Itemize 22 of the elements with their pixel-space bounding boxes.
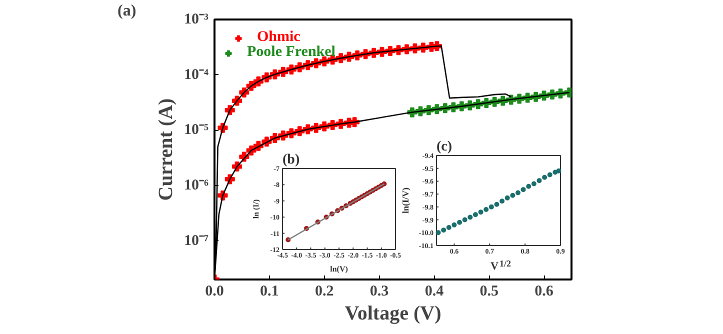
chart-title: (c) [436, 140, 452, 154]
chart-title: (a) [118, 2, 136, 20]
chart-title: (b) [282, 152, 300, 168]
x-tick-label: 0.1 [260, 284, 279, 300]
y-axis-title: ln (I/) [252, 198, 260, 219]
legend-label: Ohmic [257, 29, 300, 46]
y-axis-title: Current (A) [155, 98, 178, 201]
y-tick-label: 10⁻⁶ [184, 177, 210, 194]
y-tick-label: 10⁻⁴ [184, 66, 210, 83]
x-tick-label: 0.2 [314, 284, 334, 300]
y-axis-title: ln(I/V) [400, 187, 410, 214]
x-tick-label: 0.6 [534, 284, 554, 300]
y-tick-label: 10⁻⁵ [184, 122, 210, 138]
x-axis-title: ln(V) [330, 264, 348, 274]
x-tick-label: 0.3 [370, 284, 389, 300]
x-tick-label: 0.0 [205, 284, 224, 300]
x-axis-title: Voltage (V) [344, 302, 442, 324]
x-tick-label: 0.4 [424, 284, 444, 300]
x-tick-label: 0.5 [480, 284, 498, 300]
y-tick-label: 10⁻⁷ [184, 232, 210, 249]
y-tick-label: 10⁻³ [184, 12, 210, 28]
legend-label: Poole Frenkel [247, 44, 336, 61]
